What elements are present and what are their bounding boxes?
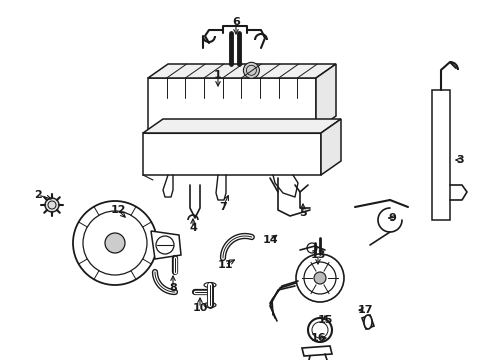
Text: 15: 15 <box>318 315 333 325</box>
Text: 14: 14 <box>262 235 278 245</box>
Text: 9: 9 <box>388 213 396 223</box>
Circle shape <box>73 201 157 285</box>
Text: 3: 3 <box>456 155 464 165</box>
Polygon shape <box>432 90 450 220</box>
Polygon shape <box>143 119 341 133</box>
Text: 7: 7 <box>219 202 227 212</box>
Text: 16: 16 <box>310 333 326 343</box>
Polygon shape <box>362 315 374 329</box>
Text: 5: 5 <box>299 208 307 218</box>
Polygon shape <box>148 78 316 130</box>
Circle shape <box>296 254 344 302</box>
Text: 17: 17 <box>357 305 373 315</box>
Ellipse shape <box>204 283 216 288</box>
Text: 11: 11 <box>217 260 233 270</box>
Ellipse shape <box>364 315 372 329</box>
Text: 2: 2 <box>34 190 42 200</box>
Text: 1: 1 <box>214 70 222 80</box>
Polygon shape <box>316 64 336 130</box>
Text: 10: 10 <box>192 303 208 313</box>
Circle shape <box>314 272 326 284</box>
Text: 12: 12 <box>110 205 126 215</box>
Text: 6: 6 <box>232 17 240 27</box>
Text: 8: 8 <box>169 283 177 293</box>
Polygon shape <box>321 119 341 175</box>
Polygon shape <box>148 64 336 78</box>
Text: 13: 13 <box>310 250 326 260</box>
Text: 4: 4 <box>189 223 197 233</box>
Circle shape <box>244 62 259 78</box>
Circle shape <box>105 233 125 253</box>
Polygon shape <box>143 133 321 175</box>
Ellipse shape <box>204 302 216 307</box>
Polygon shape <box>151 231 181 259</box>
Polygon shape <box>302 346 332 356</box>
Circle shape <box>45 198 59 212</box>
